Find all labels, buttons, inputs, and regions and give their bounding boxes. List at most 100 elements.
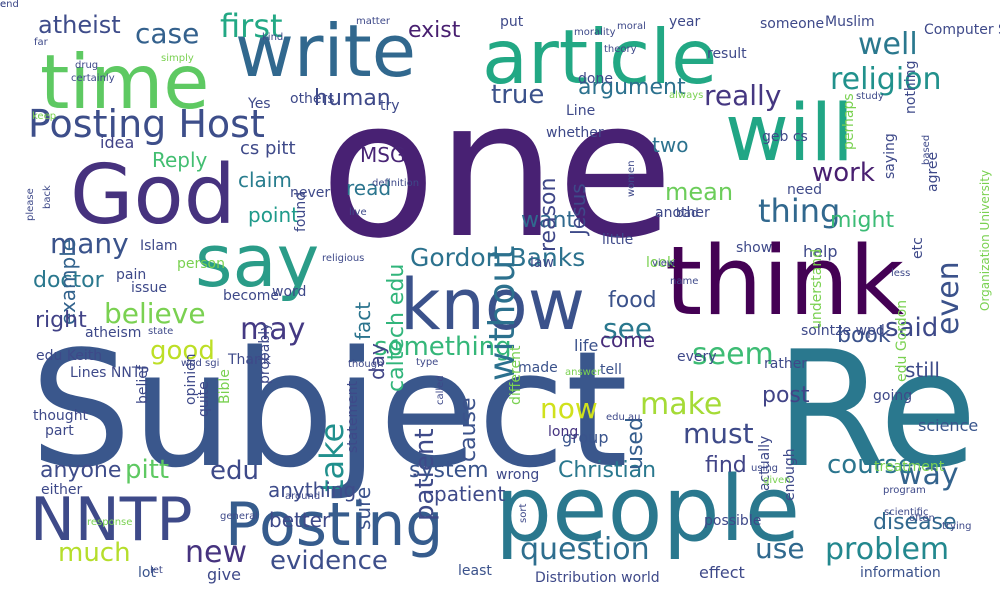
word-issue: issue (131, 280, 167, 296)
word-thought: thought (33, 408, 89, 424)
word-even: even (931, 261, 966, 335)
word-definition: definition (372, 178, 420, 189)
word-religion: religion (830, 62, 942, 97)
word-word: word (272, 284, 307, 300)
word-always: always (669, 90, 704, 101)
word-either: either (41, 482, 83, 498)
word-edu-gordon: edu Gordon (894, 299, 910, 382)
word-mean: mean (665, 178, 734, 206)
word-matter: matter (356, 16, 390, 27)
word-evidence: evidence (270, 546, 388, 576)
word-posting-host: Posting Host (28, 102, 265, 146)
word-yes: Yes (248, 96, 271, 112)
word-study: study (856, 91, 884, 102)
word-edu: edu (210, 456, 259, 486)
word-gordon-banks: Gordon Banks (410, 243, 586, 272)
word-drug: drug (75, 60, 99, 71)
word-might: might (830, 208, 895, 233)
word-program: program (883, 485, 926, 496)
word-new: new (185, 535, 248, 570)
word-line: Line (566, 103, 596, 119)
word-wrong: wrong (496, 467, 540, 483)
word-right: right (35, 308, 87, 333)
word-see: see (603, 312, 653, 345)
word-science: science (918, 416, 979, 435)
word-long: long (548, 424, 579, 440)
word-jesus: Jesus (566, 183, 590, 235)
word-write: write (235, 9, 417, 93)
word-good: good (150, 336, 215, 366)
word-point: point (248, 203, 300, 227)
word-subject: Subject (30, 316, 629, 503)
word-need: need (787, 182, 822, 198)
word-made: made (518, 360, 558, 376)
word-book: book (837, 323, 891, 348)
word-using: using (751, 463, 779, 474)
word-certainly: certainly (71, 73, 115, 84)
word-type: type (416, 357, 439, 368)
word-one: one (320, 59, 674, 280)
word-say: say (195, 219, 320, 303)
word-every: every (677, 349, 717, 365)
word-cause: cause (456, 397, 481, 462)
word-anything: anything (268, 478, 357, 502)
word-let: let (150, 565, 163, 576)
word-another: another (655, 205, 710, 221)
word-think: think (665, 227, 905, 337)
word-women: women (626, 160, 637, 197)
word-idea: idea (100, 133, 135, 152)
word-edu-keith: edu Keith (36, 348, 103, 364)
word-much: much (58, 538, 131, 568)
word-caltech-edu: caltech edu (384, 263, 409, 392)
word-god: God (70, 148, 236, 243)
word-back: back (42, 185, 53, 209)
word-help: help (803, 242, 838, 261)
word-geb-cs: geb cs (762, 129, 808, 145)
word-nothing: nothing (903, 60, 919, 114)
word-disease: disease (873, 510, 957, 535)
word-year: year (669, 14, 701, 30)
word-others: others (290, 91, 335, 107)
word-morality: morality (574, 27, 616, 38)
word-never: never (290, 185, 331, 201)
word-called: called (435, 375, 446, 405)
word-patient: patient (434, 482, 506, 506)
word-work: work (812, 158, 875, 188)
word-sort: sort (518, 503, 529, 523)
word-atheism: atheism (85, 325, 142, 341)
word-better: better (269, 508, 331, 532)
word-try: try (380, 98, 400, 114)
word-little: little (602, 232, 634, 248)
word-seem: seem (692, 337, 774, 372)
word-argument: argument (578, 75, 686, 100)
word-something: something (374, 332, 512, 362)
word-want: want (521, 208, 576, 233)
word-muslim: Muslim (825, 14, 875, 30)
word-scientific: scientific (884, 507, 929, 518)
word-human: human (314, 86, 391, 111)
word-will: will (725, 89, 854, 179)
word-edu-au: edu au (606, 412, 641, 423)
word-may: may (240, 312, 306, 347)
word-said: said (885, 313, 939, 343)
word-perhaps: perhaps (841, 93, 857, 150)
word-atheist: atheist (38, 11, 121, 39)
word-probably: probably (257, 322, 273, 384)
word-used: used (623, 417, 648, 470)
word-name: name (670, 276, 699, 287)
word-answer: answer (565, 367, 602, 378)
word-often: often (909, 513, 935, 524)
word-msg: MSG (360, 143, 406, 167)
word-simply: simply (161, 53, 194, 64)
word-reason: reason (536, 177, 561, 252)
word-two: two (652, 133, 689, 157)
word-make: make (640, 387, 723, 422)
word-use: use (755, 532, 805, 565)
word-possible: possible (704, 513, 762, 529)
word-course: course (827, 450, 914, 480)
word-done: done (578, 71, 613, 87)
word-though: though (348, 359, 384, 370)
word-kind: kind (262, 32, 284, 43)
word-law: law (530, 255, 554, 271)
